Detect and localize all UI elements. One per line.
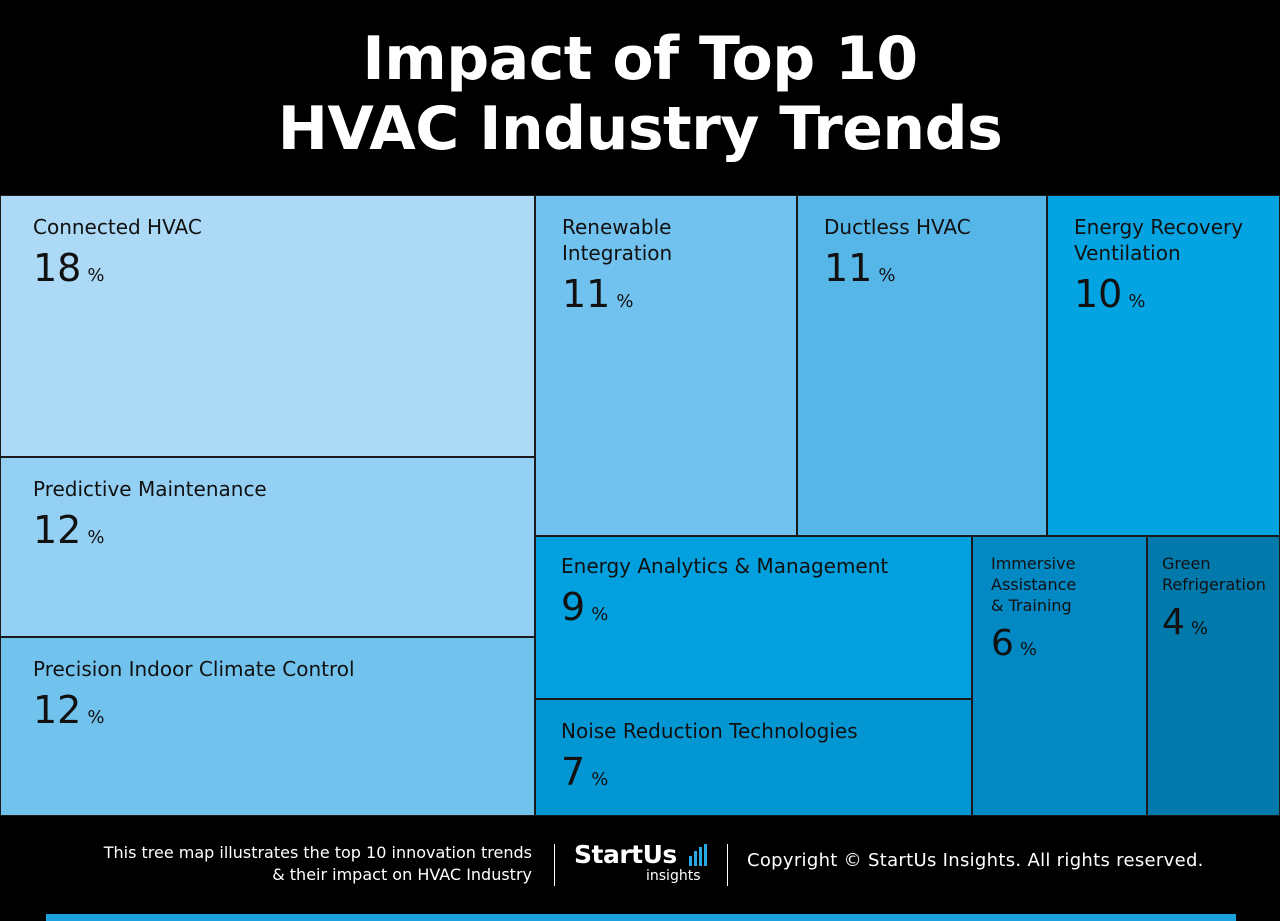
treemap-tile: Renewable Integration 11% <box>535 195 797 536</box>
treemap-tile: Green Refrigeration 4% <box>1147 536 1280 816</box>
tile-value-number: 10 <box>1074 272 1123 316</box>
logo-bars-icon <box>689 844 709 866</box>
tile-value-number: 9 <box>561 585 586 629</box>
tile-value-number: 12 <box>33 508 82 552</box>
tile-value: 12% <box>33 690 534 738</box>
tile-value-unit: % <box>87 707 105 728</box>
tile-label: Precision Indoor Climate Control <box>33 657 355 681</box>
tile-value-number: 11 <box>562 272 611 316</box>
footer-description-line-1: This tree map illustrates the top 10 inn… <box>103 843 532 862</box>
startus-logo: StartUs insights <box>574 840 714 890</box>
tile-value: 11% <box>562 274 796 322</box>
tile-value: 9% <box>561 587 971 635</box>
tile-value-unit: % <box>1190 618 1209 639</box>
treemap-tile: Precision Indoor Climate Control 12% <box>0 637 535 816</box>
tile-value-number: 12 <box>33 688 82 732</box>
tile-value: 18% <box>33 248 534 296</box>
logo-brand-text: StartUs <box>574 840 677 869</box>
tile-value: 10% <box>1074 274 1279 322</box>
tile-value-unit: % <box>878 265 896 286</box>
tile-value-number: 4 <box>1162 602 1185 643</box>
treemap: Connected HVAC 18% Predictive Maintenance 1… <box>0 195 1280 816</box>
logo-sub-text: insights <box>646 868 701 884</box>
tile-label: Connected HVAC <box>33 215 202 239</box>
tile-value-unit: % <box>591 769 609 790</box>
tile-value-unit: % <box>87 265 105 286</box>
footer-description: This tree map illustrates the top 10 inn… <box>12 842 532 886</box>
treemap-tile: Ductless HVAC 11% <box>797 195 1047 536</box>
tile-value-unit: % <box>1128 291 1146 312</box>
tile-value: 4% <box>1162 603 1279 649</box>
copyright-text: Copyright © StartUs Insights. All rights… <box>747 850 1204 871</box>
footer: This tree map illustrates the top 10 inn… <box>0 816 1280 921</box>
tile-value: 6% <box>991 624 1146 670</box>
tile-label: Green Refrigeration <box>1162 554 1266 594</box>
chart-title-line-1: Impact of Top 10 <box>362 24 918 94</box>
tile-value: 12% <box>33 510 534 558</box>
treemap-tile: Connected HVAC 18% <box>0 195 535 457</box>
tile-value-number: 11 <box>824 246 873 290</box>
treemap-tile: Immersive Assistance & Training 6% <box>972 536 1147 816</box>
footer-description-line-2: & their impact on HVAC Industry <box>272 865 532 884</box>
footer-divider-left <box>554 844 555 886</box>
tile-label: Noise Reduction Technologies <box>561 719 858 743</box>
tile-value-number: 7 <box>561 750 586 794</box>
tile-label: Ductless HVAC <box>824 215 971 239</box>
tile-label: Energy Analytics & Management <box>561 554 889 578</box>
chart-header: Impact of Top 10 HVAC Industry Trends <box>0 0 1280 195</box>
tile-value-unit: % <box>616 291 634 312</box>
treemap-tile: Energy Recovery Ventilation 10% <box>1047 195 1280 536</box>
tile-label: Renewable Integration <box>562 215 673 265</box>
tile-value-unit: % <box>591 604 609 625</box>
tile-label: Predictive Maintenance <box>33 477 267 501</box>
treemap-tile: Predictive Maintenance 12% <box>0 457 535 637</box>
tile-label: Energy Recovery Ventilation <box>1074 215 1244 265</box>
treemap-tile: Noise Reduction Technologies 7% <box>535 699 972 816</box>
tile-value-number: 6 <box>991 623 1014 664</box>
tile-value-unit: % <box>1019 639 1038 660</box>
tile-value: 11% <box>824 248 1046 296</box>
tile-value: 7% <box>561 752 971 800</box>
bottom-accent-bar <box>46 914 1236 921</box>
chart-title-line-2: HVAC Industry Trends <box>277 94 1003 164</box>
tile-value-number: 18 <box>33 246 82 290</box>
tile-value-unit: % <box>87 527 105 548</box>
tile-label: Immersive Assistance & Training <box>991 554 1077 615</box>
treemap-tile: Energy Analytics & Management 9% <box>535 536 972 699</box>
footer-divider-right <box>727 844 728 886</box>
